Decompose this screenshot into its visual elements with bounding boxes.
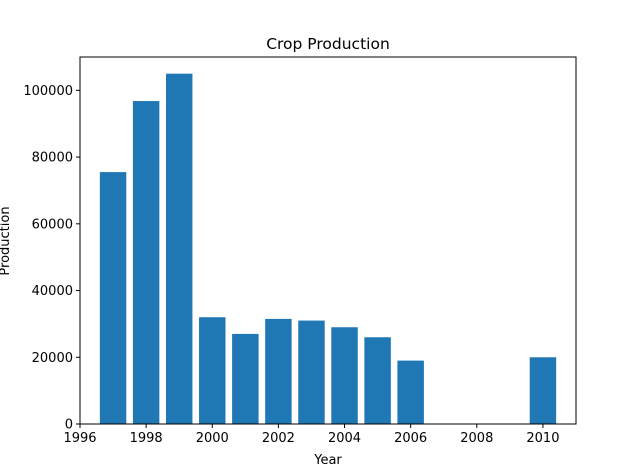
bar-1998 bbox=[132, 101, 160, 424]
y-tick-label-80000: 80000 bbox=[32, 151, 73, 166]
x-tick-label-2008: 2008 bbox=[460, 431, 493, 446]
y-axis-label: Production bbox=[0, 206, 13, 275]
x-axis-label: Year bbox=[313, 453, 342, 468]
bar-2005 bbox=[364, 337, 391, 424]
bar-2002 bbox=[265, 318, 292, 424]
y-tick-label-60000: 60000 bbox=[32, 217, 73, 232]
plot-frame bbox=[79, 56, 577, 425]
y-tick-label-20000: 20000 bbox=[32, 351, 73, 366]
bar-2004 bbox=[331, 327, 358, 424]
bar-2010 bbox=[529, 357, 557, 424]
y-tick-label-0: 0 bbox=[65, 418, 73, 433]
bars-group bbox=[99, 73, 557, 424]
bar-1997 bbox=[99, 172, 127, 424]
y-tick-label-100000: 100000 bbox=[23, 84, 73, 99]
x-tick-label-2002: 2002 bbox=[262, 431, 295, 446]
y-axis: 0 20000 40000 60000 80000 100000 bbox=[23, 84, 80, 433]
bar-1999 bbox=[165, 73, 193, 424]
x-tick-label-2004: 2004 bbox=[328, 431, 361, 446]
x-tick-label-1998: 1998 bbox=[130, 431, 163, 446]
y-tick-label-40000: 40000 bbox=[32, 284, 73, 299]
bar-2000 bbox=[199, 317, 226, 424]
chart-title: Crop Production bbox=[266, 35, 390, 53]
bar-2006 bbox=[397, 360, 424, 424]
bar-2003 bbox=[298, 320, 325, 424]
bar-2001 bbox=[232, 333, 259, 424]
x-tick-label-1996: 1996 bbox=[63, 431, 96, 446]
x-tick-label-2010: 2010 bbox=[526, 431, 559, 446]
x-axis: 1996 1998 2000 2002 2004 2006 2008 2010 bbox=[63, 424, 559, 446]
x-tick-label-2006: 2006 bbox=[394, 431, 427, 446]
x-tick-label-2000: 2000 bbox=[196, 431, 229, 446]
